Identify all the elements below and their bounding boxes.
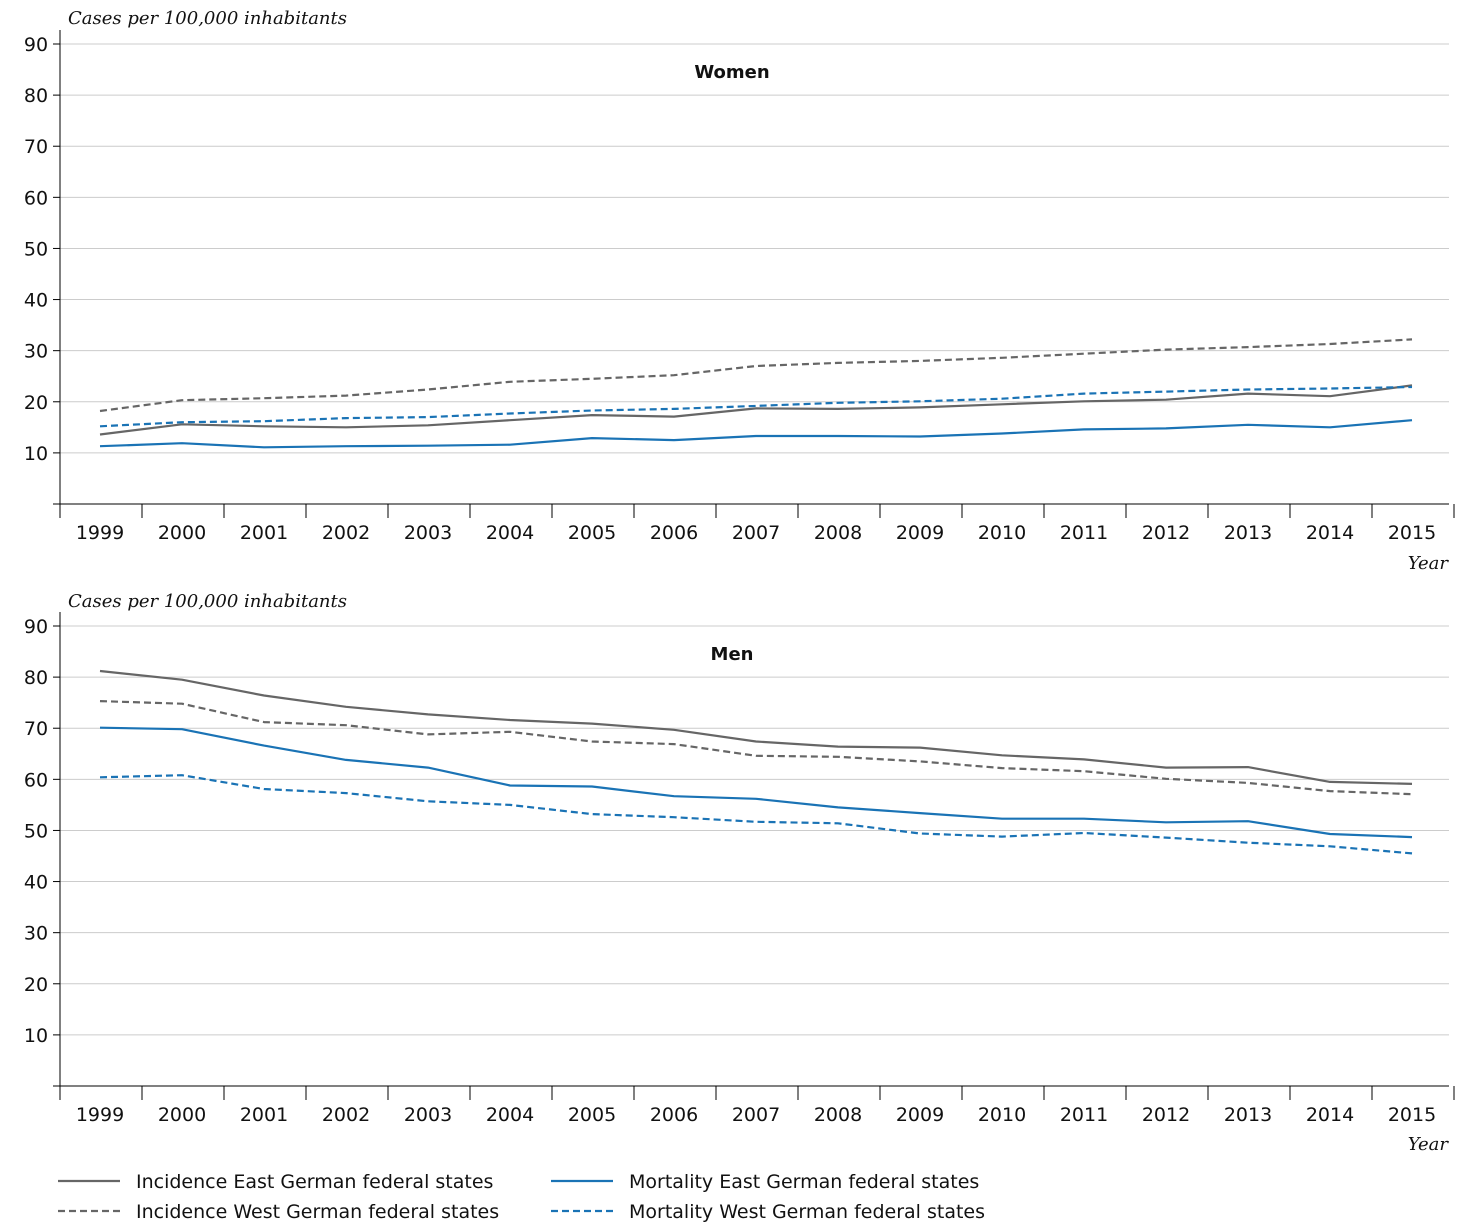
x-tick-label: 2002 (322, 1104, 370, 1126)
y-axis-label: Cases per 100,000 inhabitants (68, 8, 347, 29)
x-tick-label: 1999 (76, 522, 124, 544)
series-line-3 (99, 774, 1413, 855)
y-tick-label: 90 (24, 616, 48, 638)
y-tick-label: 20 (24, 974, 48, 996)
y-tick-label: 50 (24, 238, 48, 260)
series-line-1 (99, 700, 1413, 796)
y-tick-label: 60 (24, 769, 48, 791)
y-tick-label: 70 (24, 718, 48, 740)
panel-title: Women (694, 62, 769, 83)
x-tick-label: 2011 (1060, 1104, 1108, 1126)
y-tick-label: 30 (24, 923, 48, 945)
x-tick-label: 2001 (240, 1104, 288, 1126)
x-tick-label: 2003 (404, 522, 452, 544)
legend-label: Incidence West German federal states (136, 1201, 499, 1223)
legend-label: Mortality East German federal states (629, 1171, 979, 1193)
y-tick-label: 70 (24, 136, 48, 158)
x-tick-label: 2013 (1224, 1104, 1272, 1126)
series-line-2 (99, 726, 1413, 839)
series-line-0 (99, 384, 1413, 436)
series-line-3 (99, 385, 1413, 428)
x-tick-label: 2015 (1388, 1104, 1436, 1126)
legend-label: Mortality West German federal states (629, 1201, 985, 1223)
series-line-2 (99, 419, 1413, 449)
x-tick-label: 2014 (1306, 1104, 1354, 1126)
series-line-0 (99, 669, 1413, 785)
x-tick-label: 2000 (158, 1104, 206, 1126)
x-tick-label: 2004 (486, 1104, 534, 1126)
y-tick-label: 90 (24, 34, 48, 56)
x-axis-label: Year (1408, 1134, 1450, 1155)
chart-panel-0: Cases per 100,000 inhabitants Women 10 20 30… (24, 8, 1455, 574)
x-tick-label: 2006 (650, 1104, 698, 1126)
x-tick-label: 2000 (158, 522, 206, 544)
y-tick-label: 20 (24, 392, 48, 414)
x-tick-label: 2004 (486, 522, 534, 544)
x-tick-label: 2008 (814, 522, 862, 544)
x-tick-label: 2015 (1388, 522, 1436, 544)
x-tick-label: 2008 (814, 1104, 862, 1126)
y-tick-label: 40 (24, 290, 48, 312)
x-tick-label: 2009 (896, 1104, 944, 1126)
x-tick-label: 2010 (978, 522, 1026, 544)
x-tick-label: 2006 (650, 522, 698, 544)
x-tick-label: 2012 (1142, 1104, 1190, 1126)
x-axis-label: Year (1408, 553, 1450, 574)
x-tick-label: 2002 (322, 522, 370, 544)
x-tick-label: 2011 (1060, 522, 1108, 544)
series-line-1 (99, 338, 1413, 413)
x-tick-label: 2005 (568, 522, 616, 544)
y-tick-label: 10 (24, 1025, 48, 1047)
chart-panel-1: Cases per 100,000 inhabitants Men 10 20 30 40… (24, 591, 1455, 1155)
x-tick-label: 2007 (732, 1104, 780, 1126)
legend-label: Incidence East German federal states (136, 1171, 493, 1193)
x-tick-label: 2003 (404, 1104, 452, 1126)
y-tick-label: 80 (24, 667, 48, 689)
y-axis-label: Cases per 100,000 inhabitants (68, 591, 347, 612)
x-tick-label: 2001 (240, 522, 288, 544)
x-tick-label: 2013 (1224, 522, 1272, 544)
x-tick-label: 2010 (978, 1104, 1026, 1126)
y-tick-label: 40 (24, 872, 48, 894)
y-tick-label: 80 (24, 85, 48, 107)
y-tick-label: 30 (24, 341, 48, 363)
legend: Incidence East German federal states Mort… (58, 1171, 985, 1223)
x-tick-label: 2005 (568, 1104, 616, 1126)
x-tick-label: 1999 (76, 1104, 124, 1126)
x-tick-label: 2007 (732, 522, 780, 544)
y-tick-label: 10 (24, 443, 48, 465)
x-tick-label: 2009 (896, 522, 944, 544)
y-tick-label: 60 (24, 187, 48, 209)
panel-title: Men (711, 644, 754, 665)
x-tick-label: 2014 (1306, 522, 1354, 544)
y-tick-label: 50 (24, 820, 48, 842)
x-tick-label: 2012 (1142, 522, 1190, 544)
